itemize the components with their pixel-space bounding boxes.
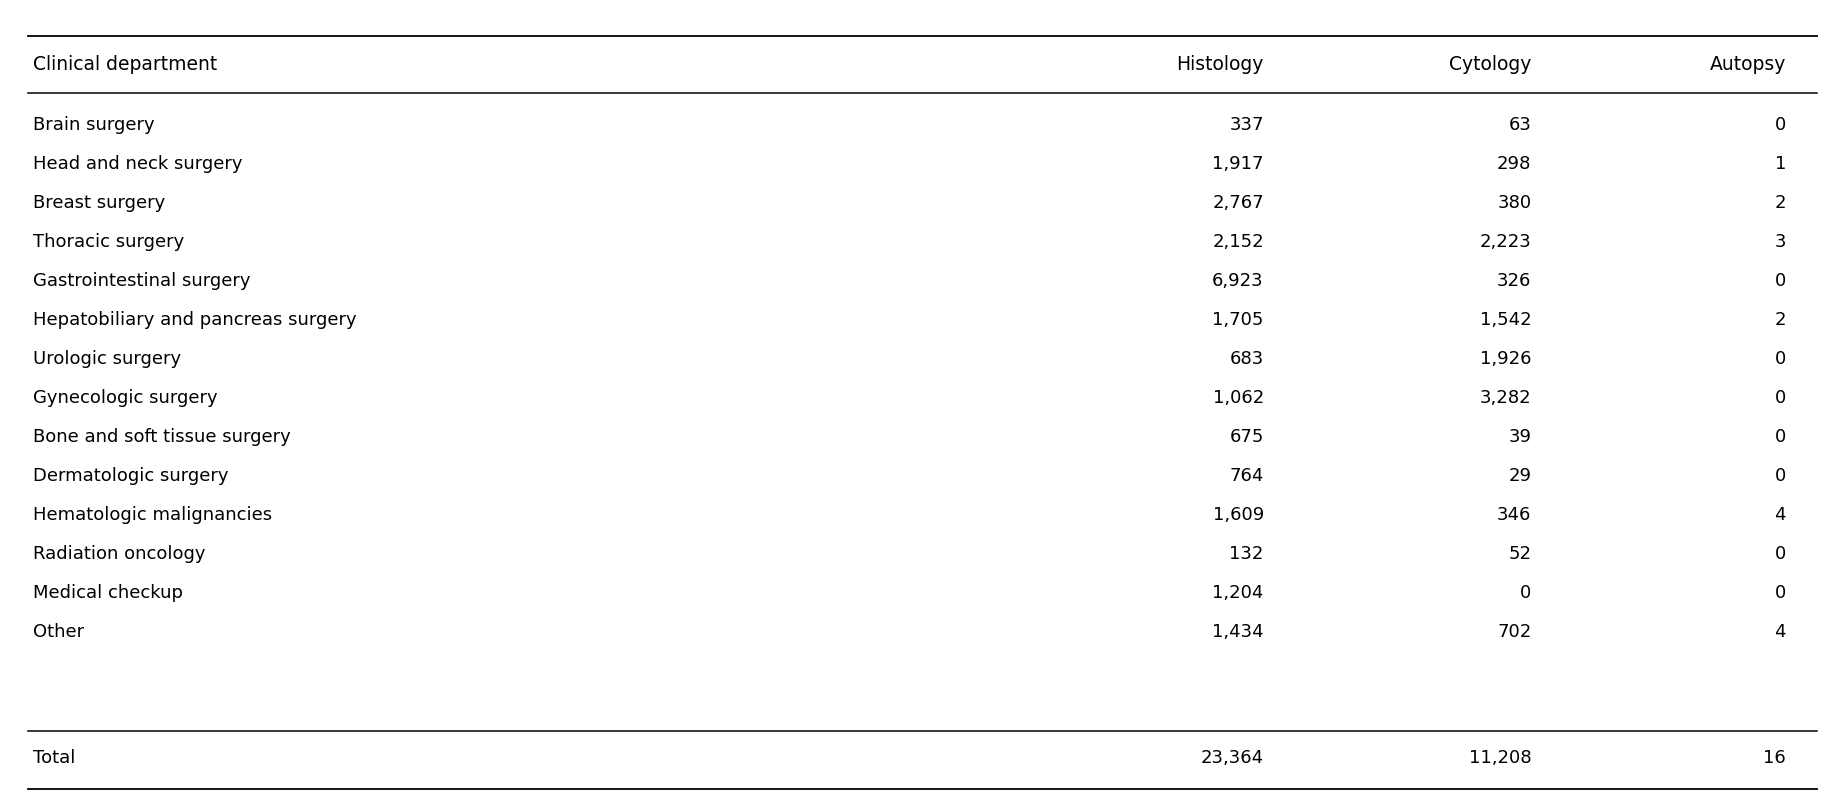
Text: 2: 2 [1775, 311, 1786, 329]
Text: 1,062: 1,062 [1212, 389, 1264, 407]
Text: 52: 52 [1509, 545, 1531, 563]
Text: Hematologic malignancies: Hematologic malignancies [33, 506, 273, 524]
Text: 1,542: 1,542 [1480, 311, 1531, 329]
Text: 11,208: 11,208 [1469, 749, 1531, 767]
Text: 16: 16 [1764, 749, 1786, 767]
Text: 0: 0 [1775, 428, 1786, 446]
Text: Dermatologic surgery: Dermatologic surgery [33, 467, 229, 485]
Text: Cytology: Cytology [1448, 55, 1531, 74]
Text: 1,609: 1,609 [1212, 506, 1264, 524]
Text: 0: 0 [1775, 116, 1786, 134]
Text: Autopsy: Autopsy [1710, 55, 1786, 74]
Text: Radiation oncology: Radiation oncology [33, 545, 205, 563]
Text: 702: 702 [1496, 623, 1531, 642]
Text: Histology: Histology [1177, 55, 1264, 74]
Text: 0: 0 [1775, 545, 1786, 563]
Text: 6,923: 6,923 [1212, 272, 1264, 290]
Text: Breast surgery: Breast surgery [33, 194, 166, 212]
Text: 0: 0 [1520, 584, 1531, 602]
Text: 0: 0 [1775, 467, 1786, 485]
Text: 2,223: 2,223 [1480, 233, 1531, 251]
Text: 1,204: 1,204 [1212, 584, 1264, 602]
Text: Hepatobiliary and pancreas surgery: Hepatobiliary and pancreas surgery [33, 311, 356, 329]
Text: Urologic surgery: Urologic surgery [33, 350, 181, 368]
Text: 0: 0 [1775, 389, 1786, 407]
Text: 380: 380 [1498, 194, 1531, 212]
Text: Gynecologic surgery: Gynecologic surgery [33, 389, 218, 407]
Text: 23,364: 23,364 [1201, 749, 1264, 767]
Text: Medical checkup: Medical checkup [33, 584, 183, 602]
Text: 2,767: 2,767 [1212, 194, 1264, 212]
Text: 764: 764 [1229, 467, 1264, 485]
Text: 0: 0 [1775, 350, 1786, 368]
Text: 1,705: 1,705 [1212, 311, 1264, 329]
Text: 29: 29 [1509, 467, 1531, 485]
Text: 0: 0 [1775, 584, 1786, 602]
Text: 0: 0 [1775, 272, 1786, 290]
Text: 4: 4 [1775, 506, 1786, 524]
Text: 298: 298 [1496, 155, 1531, 173]
Text: 1,434: 1,434 [1212, 623, 1264, 642]
Text: 346: 346 [1496, 506, 1531, 524]
Text: Other: Other [33, 623, 85, 642]
Text: Brain surgery: Brain surgery [33, 116, 155, 134]
Text: Total: Total [33, 749, 76, 767]
Text: Head and neck surgery: Head and neck surgery [33, 155, 244, 173]
Text: 337: 337 [1229, 116, 1264, 134]
Text: 326: 326 [1496, 272, 1531, 290]
Text: 2,152: 2,152 [1212, 233, 1264, 251]
Text: 4: 4 [1775, 623, 1786, 642]
Text: 63: 63 [1509, 116, 1531, 134]
Text: 683: 683 [1229, 350, 1264, 368]
Text: Bone and soft tissue surgery: Bone and soft tissue surgery [33, 428, 292, 446]
Text: Clinical department: Clinical department [33, 55, 218, 74]
Text: Gastrointestinal surgery: Gastrointestinal surgery [33, 272, 251, 290]
Text: 1: 1 [1775, 155, 1786, 173]
Text: 2: 2 [1775, 194, 1786, 212]
Text: 1,926: 1,926 [1480, 350, 1531, 368]
Text: 39: 39 [1509, 428, 1531, 446]
Text: 3: 3 [1775, 233, 1786, 251]
Text: 1,917: 1,917 [1212, 155, 1264, 173]
Text: Thoracic surgery: Thoracic surgery [33, 233, 185, 251]
Text: 132: 132 [1229, 545, 1264, 563]
Text: 675: 675 [1229, 428, 1264, 446]
Text: 3,282: 3,282 [1480, 389, 1531, 407]
